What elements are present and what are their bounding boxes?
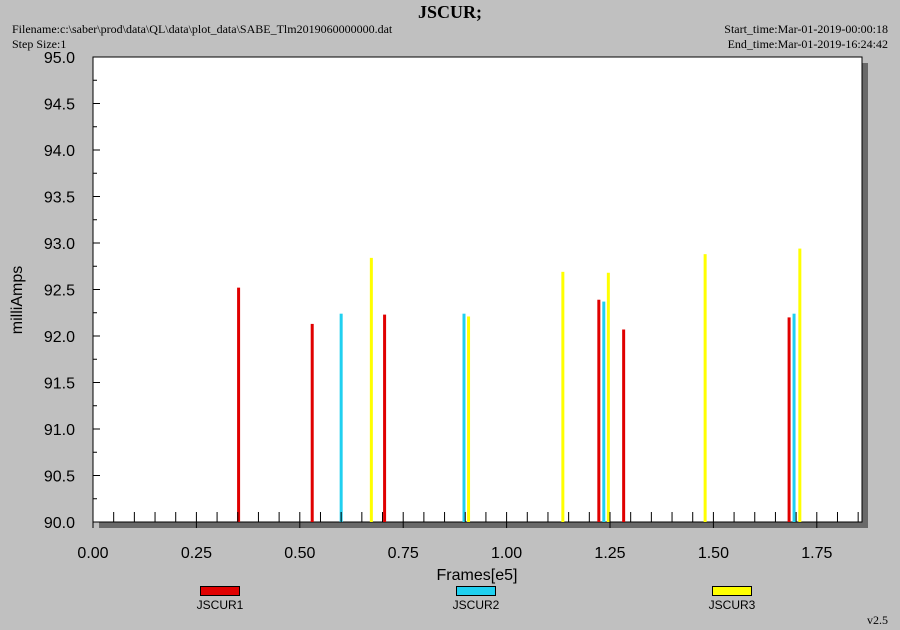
bar-jscur2-2	[602, 301, 606, 522]
x-tick-label: 0.00	[77, 545, 108, 562]
y-tick-label: 92.0	[44, 329, 75, 346]
bar-jscur1-5	[787, 317, 791, 522]
bar-jscur1-4	[622, 329, 626, 522]
step-size-label: Step Size:1	[12, 37, 67, 51]
y-tick-label: 90.0	[44, 515, 75, 532]
bar-jscur2-0	[339, 313, 343, 522]
legend-item-jscur3: JSCUR3	[692, 586, 772, 612]
x-tick-label: 1.25	[594, 545, 625, 562]
plot-area	[92, 56, 863, 523]
x-tick-label: 0.25	[181, 545, 212, 562]
end-time-label: End_time:Mar-01-2019-16:24:42	[727, 37, 888, 51]
bar-jscur1-3	[597, 299, 601, 522]
y-tick-label: 94.5	[44, 97, 75, 114]
legend-swatch-jscur2	[456, 586, 496, 596]
bar-jscur3-4	[703, 254, 707, 522]
bar-jscur1-2	[383, 314, 387, 522]
legend-label-jscur3: JSCUR3	[708, 598, 756, 612]
y-tick-label: 93.0	[44, 236, 75, 253]
y-tick-label: 90.5	[44, 469, 75, 486]
y-tick-group: 90.0 90.5 91.0 91.5 92.0 92.5 93.0 93.5 94.0 94.5…	[44, 50, 100, 532]
version-label: v2.5	[867, 613, 888, 627]
y-tick-label: 91.0	[44, 422, 75, 439]
bar-jscur1-1	[310, 323, 314, 522]
y-tick-label: 95.0	[44, 50, 75, 67]
bar-jscur3-1	[467, 316, 471, 522]
filename-label: Filename:c:\saber\prod\data\QL\data\plot…	[12, 22, 393, 36]
legend-label-jscur2: JSCUR2	[452, 598, 500, 612]
bar-jscur3-3	[606, 272, 610, 522]
bar-jscur2-3	[792, 313, 796, 522]
x-tick-label: 0.50	[284, 545, 315, 562]
bar-jscur3-2	[561, 271, 565, 522]
bar-group	[237, 248, 802, 522]
legend-item-jscur2: JSCUR2	[436, 586, 516, 612]
x-axis-label: Frames[e5]	[437, 567, 518, 584]
y-axis-label: milliAmps	[9, 266, 26, 334]
x-tick-group: 0.00 0.25 0.50 0.75 1.00 1.25 1.50 1.75	[77, 512, 859, 562]
bar-jscur2-1	[462, 313, 466, 522]
bar-jscur3-5	[798, 248, 802, 522]
x-tick-label: 1.75	[801, 545, 832, 562]
x-tick-label: 1.50	[698, 545, 729, 562]
legend-item-jscur1: JSCUR1	[180, 586, 260, 612]
legend-swatch-jscur3	[712, 586, 752, 596]
start-time-label: Start_time:Mar-01-2019-00:00:18	[724, 22, 888, 36]
y-tick-label: 93.5	[44, 190, 75, 207]
chart-title: JSCUR;	[417, 2, 482, 22]
bar-jscur1-0	[237, 287, 241, 522]
y-tick-label: 92.5	[44, 283, 75, 300]
legend-label-jscur1: JSCUR1	[196, 598, 244, 612]
y-tick-label: 91.5	[44, 376, 75, 393]
y-tick-label: 94.0	[44, 143, 75, 160]
x-tick-label: 1.00	[491, 545, 522, 562]
legend-swatch-jscur1	[200, 586, 240, 596]
x-tick-label: 0.75	[388, 545, 419, 562]
bar-jscur3-0	[369, 257, 373, 522]
